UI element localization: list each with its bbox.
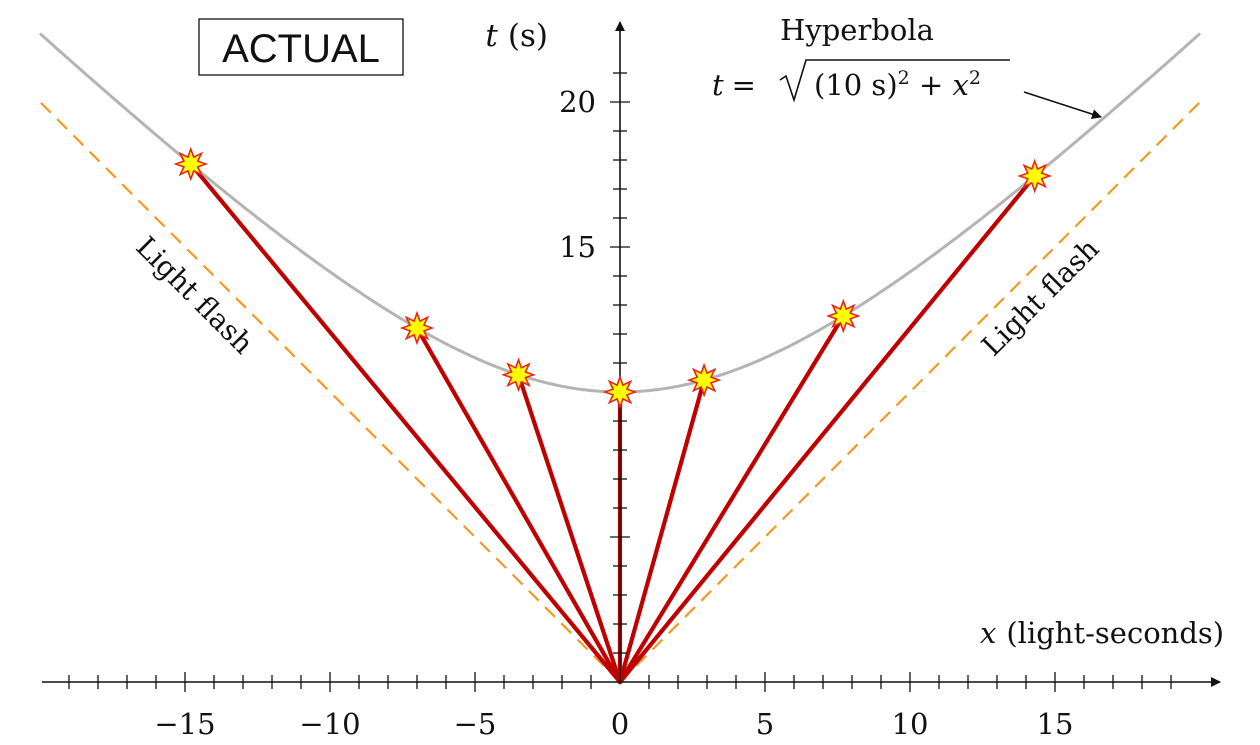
t-axis-var: t: [485, 18, 498, 54]
hyperbola-equation: t = (10 s)2 + x2: [712, 59, 1010, 103]
x-tick-label: 10: [892, 707, 929, 741]
t-axis-label: t (s): [485, 18, 548, 54]
sqrt-sign: [779, 59, 1010, 103]
x-tick-label: 0: [611, 707, 629, 741]
t-axis-unit: (s): [508, 18, 548, 54]
x-tick-label: 15: [1037, 707, 1074, 741]
events: [173, 146, 1053, 410]
light-flash-line-left: [39, 101, 621, 683]
event-star: [1017, 158, 1053, 194]
x-tick-label: 5: [756, 707, 774, 741]
frame-label-border: [198, 18, 404, 76]
t-tick-label: 20: [559, 85, 596, 119]
frame-label: ACTUAL: [222, 27, 380, 71]
light-flash-line-right: [619, 101, 1201, 683]
axes: −15 −10 −5 0 5 10 15 15 20: [42, 21, 1221, 741]
worldline: [617, 377, 707, 685]
light-flash-label-right: Light flash: [975, 232, 1105, 362]
worldline: [414, 325, 623, 685]
light-flash-label-left: Light flash: [130, 230, 260, 360]
worldline: [617, 313, 846, 685]
event-star: [399, 310, 435, 346]
x-tick-label: −5: [454, 707, 497, 741]
x-axis-label: x (light-seconds): [980, 616, 1224, 650]
event-star: [173, 146, 209, 182]
x-axis-unit: (light-seconds): [1006, 616, 1224, 650]
event-star: [501, 357, 536, 393]
equation-lhs: t =: [712, 68, 756, 102]
equation-radicand: (10 s)2 + x2: [814, 67, 981, 102]
hyperbola-title: Hyperbola: [780, 13, 934, 47]
worldlines: [188, 161, 1037, 685]
x-axis-var: x: [980, 616, 996, 650]
event-star: [602, 374, 638, 410]
t-tick-label: 15: [559, 230, 596, 264]
x-tick-label: −15: [154, 707, 215, 741]
event-star: [686, 362, 722, 398]
x-tick-label: −10: [299, 707, 360, 741]
frame-label-box: ACTUAL: [198, 18, 404, 76]
event-star: [825, 298, 861, 334]
worldline: [617, 173, 1037, 685]
worldline: [188, 161, 623, 685]
hyperbola-pointer-arrow: [1023, 91, 1102, 119]
worldline: [516, 372, 623, 685]
